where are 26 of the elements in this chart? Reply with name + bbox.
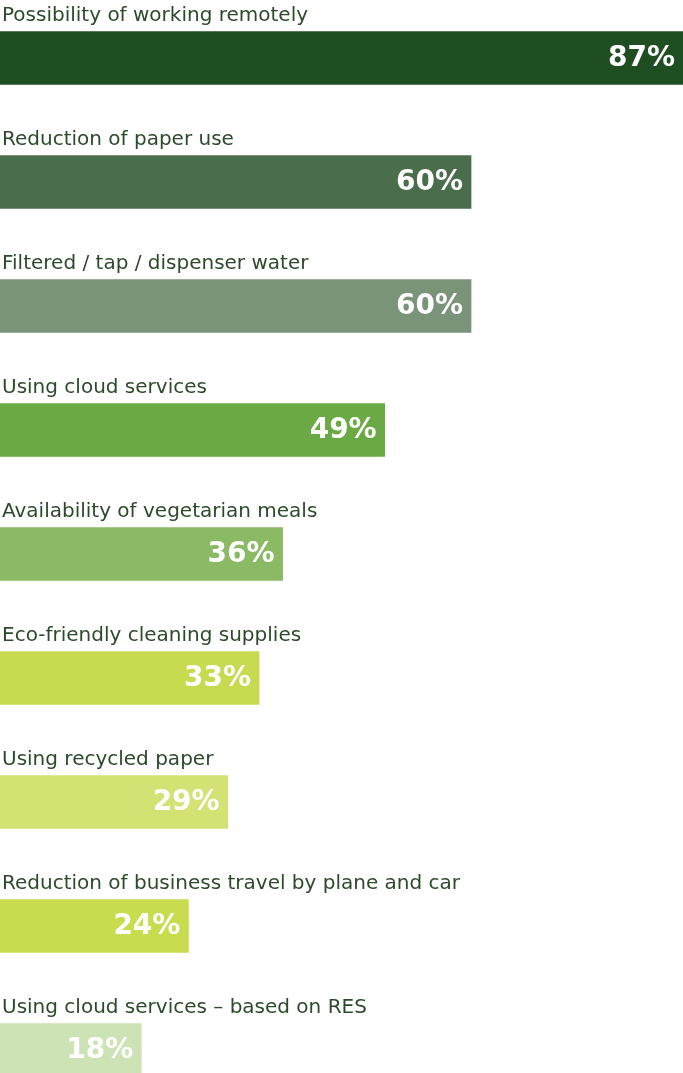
data-label: 49% xyxy=(309,412,377,446)
bar xyxy=(0,31,683,85)
y-tick-label: Using cloud services xyxy=(2,373,207,398)
y-tick-label: Possibility of working remotely xyxy=(2,1,309,26)
data-label: 24% xyxy=(113,908,181,942)
data-label: 60% xyxy=(396,288,464,322)
y-tick-label: Reduction of paper use xyxy=(2,125,234,150)
bar xyxy=(0,403,386,457)
data-label: 36% xyxy=(207,536,275,570)
data-label: 18% xyxy=(66,1032,134,1066)
data-label: 87% xyxy=(607,40,675,74)
bar xyxy=(0,651,260,705)
bar xyxy=(0,279,472,333)
bar xyxy=(0,527,283,581)
y-tick-label: Reduction of business travel by plane and car xyxy=(2,869,461,894)
y-tick-label: Using recycled paper xyxy=(2,745,215,770)
y-tick-label: Eco-friendly cleaning supplies xyxy=(2,621,302,646)
y-tick-label: Using cloud services – based on RES xyxy=(2,993,367,1018)
data-label: 29% xyxy=(152,784,220,818)
y-tick-label: Filtered / tap / dispenser water xyxy=(2,249,310,274)
bar xyxy=(0,155,472,209)
data-label: 60% xyxy=(396,164,464,198)
y-tick-label: Availability of vegetarian meals xyxy=(2,497,318,522)
bar xyxy=(0,899,189,953)
bar xyxy=(0,775,228,829)
data-label: 33% xyxy=(184,660,252,694)
